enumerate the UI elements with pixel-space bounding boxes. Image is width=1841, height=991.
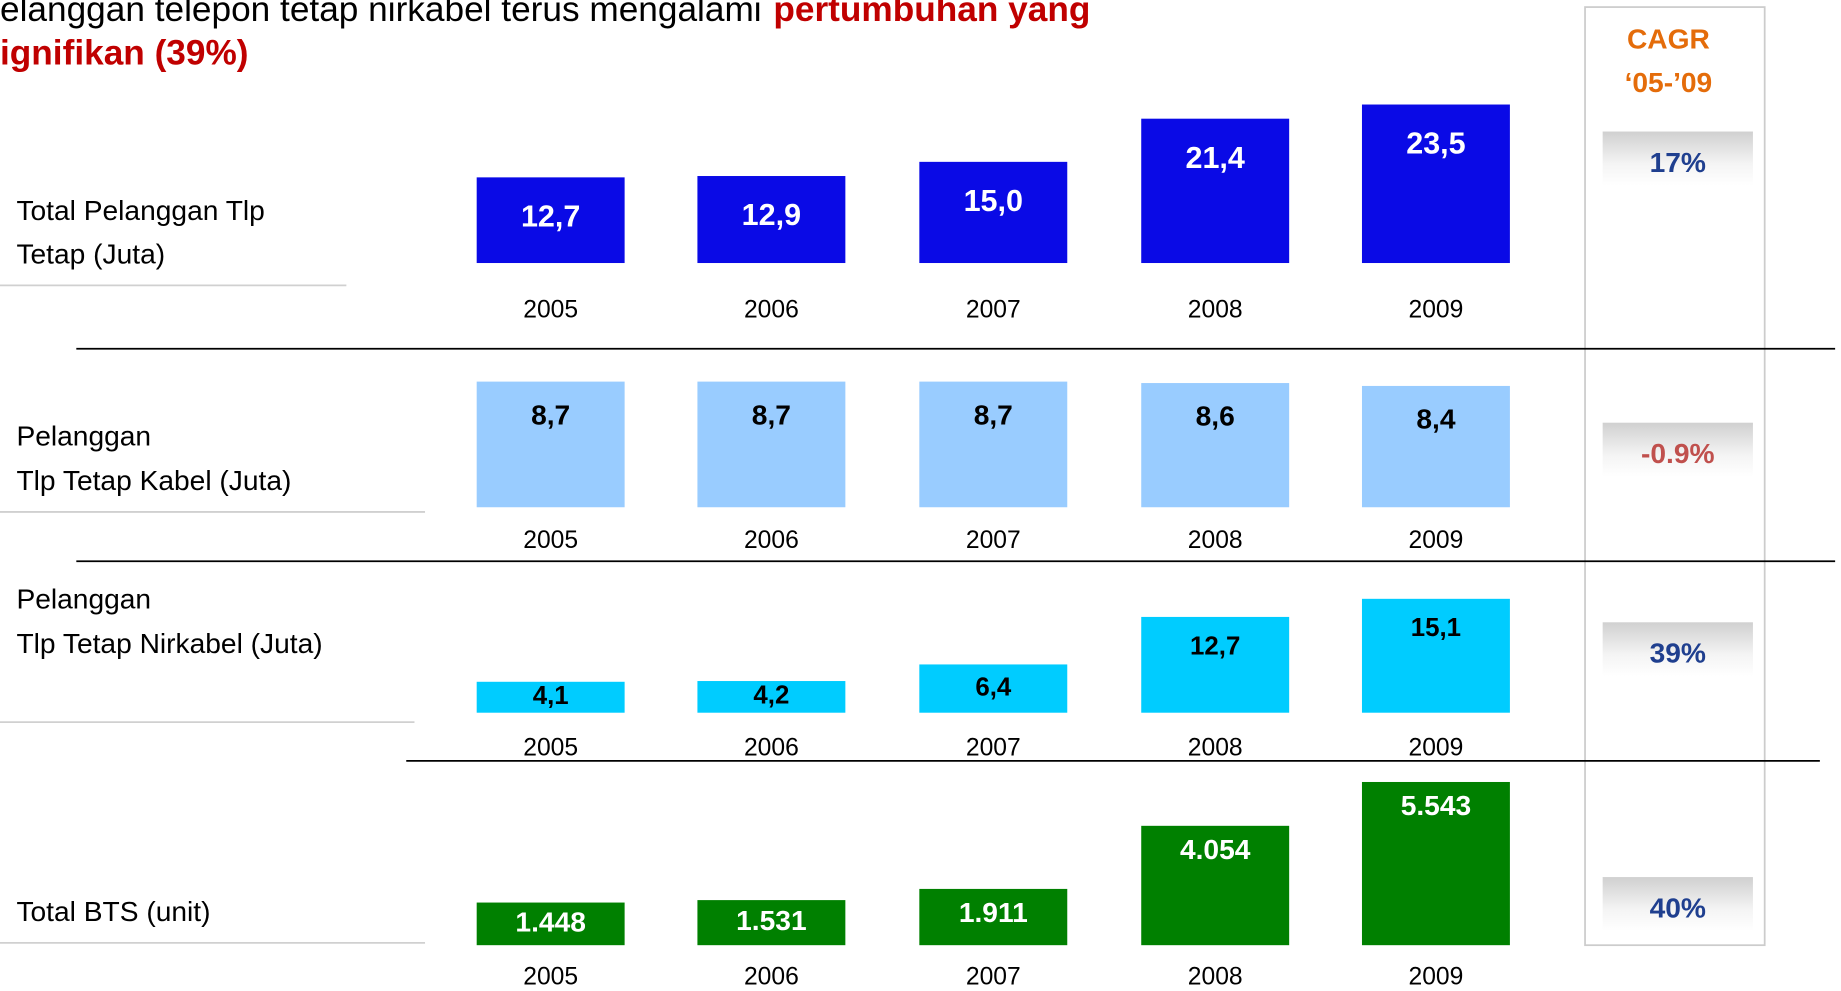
- x-tick-label: 2006: [744, 735, 799, 762]
- bar: [1361, 385, 1510, 508]
- bar: [697, 681, 846, 713]
- cagr-value: 40%: [1650, 891, 1706, 923]
- x-tick-label: 2009: [1409, 297, 1464, 324]
- cagr-box: [1584, 6, 1766, 947]
- bar: [476, 177, 625, 264]
- value-label: 15,1: [1411, 614, 1461, 642]
- x-tick-label: 2007: [966, 527, 1021, 554]
- bar: [919, 381, 1068, 508]
- value-label: 8,6: [1196, 400, 1235, 432]
- x-tick-label: 2008: [1188, 297, 1243, 324]
- row-label: Tetap (Juta): [16, 237, 165, 269]
- bar: [1141, 616, 1290, 713]
- cagr-value: -0.9%: [1641, 437, 1715, 469]
- header-text: elanggan telepon tetap nirkabel terus me…: [0, 0, 762, 29]
- value-label: 8,4: [1416, 403, 1455, 435]
- x-tick-label: 2007: [966, 964, 1021, 991]
- bar: [1361, 598, 1510, 713]
- cagr-badge: [1602, 422, 1753, 477]
- header-line2: ignifikan (39%): [0, 34, 249, 73]
- value-label: 5.543: [1401, 789, 1471, 821]
- bar: [1141, 118, 1290, 264]
- bar: [1361, 104, 1510, 264]
- x-tick-label: 2006: [744, 964, 799, 991]
- bar: [919, 888, 1068, 946]
- value-label: 12,7: [1190, 632, 1240, 660]
- value-label: 12,9: [742, 198, 801, 232]
- x-tick-label: 2009: [1409, 964, 1464, 991]
- bar: [476, 381, 625, 508]
- value-label: 1.531: [736, 904, 806, 936]
- x-tick-label: 2007: [966, 297, 1021, 324]
- bar: [697, 176, 846, 264]
- cagr-value: 17%: [1650, 146, 1706, 178]
- bar: [476, 902, 625, 946]
- value-label: 12,7: [521, 200, 580, 234]
- value-label: 8,7: [531, 398, 570, 430]
- bar: [697, 900, 846, 946]
- x-tick-label: 2009: [1409, 735, 1464, 762]
- x-tick-label: 2007: [966, 735, 1021, 762]
- row-label: Pelanggan: [16, 583, 151, 615]
- row-label: Total BTS (unit): [16, 895, 210, 927]
- bar: [476, 681, 625, 713]
- cagr-badge: [1602, 622, 1753, 677]
- value-label: 15,0: [964, 184, 1023, 218]
- value-label: 6,4: [975, 673, 1012, 701]
- value-label: 1.448: [515, 905, 585, 937]
- row-label: Total Pelanggan Tlp: [16, 194, 264, 226]
- x-tick-label: 2005: [523, 964, 578, 991]
- bar: [919, 664, 1068, 713]
- x-tick-label: 2005: [523, 735, 578, 762]
- x-tick-label: 2008: [1188, 964, 1243, 991]
- row-label: Pelanggan: [16, 419, 151, 451]
- bar: [697, 381, 846, 508]
- bar: [1141, 825, 1290, 946]
- value-label: 8,7: [752, 398, 791, 430]
- cagr-badge: [1602, 131, 1753, 186]
- value-label: 4,2: [753, 682, 789, 710]
- row-label: Tlp Tetap Nirkabel (Juta): [16, 627, 322, 659]
- value-label: 21,4: [1185, 141, 1244, 175]
- bar: [919, 161, 1068, 264]
- x-tick-label: 2008: [1188, 527, 1243, 554]
- value-label: 1.911: [959, 896, 1028, 928]
- value-label: 8,7: [974, 398, 1013, 430]
- header-highlight: pertumbuhan yang: [773, 0, 1090, 29]
- row-label: Tlp Tetap Kabel (Juta): [16, 464, 291, 496]
- x-tick-label: 2005: [523, 527, 578, 554]
- x-tick-label: 2005: [523, 297, 578, 324]
- value-label: 23,5: [1406, 127, 1465, 161]
- x-tick-label: 2009: [1409, 527, 1464, 554]
- cagr-period: ‘05-’09: [1625, 66, 1713, 98]
- cagr-value: 39%: [1650, 637, 1706, 669]
- bar: [1361, 781, 1510, 946]
- x-tick-label: 2006: [744, 527, 799, 554]
- x-tick-label: 2006: [744, 297, 799, 324]
- value-label: 4,1: [533, 682, 569, 710]
- value-label: 4.054: [1180, 833, 1251, 865]
- x-tick-label: 2008: [1188, 735, 1243, 762]
- cagr-title: CAGR: [1627, 23, 1710, 55]
- header-line1: elanggan telepon tetap nirkabel terus me…: [0, 0, 1090, 29]
- bar: [1141, 383, 1290, 508]
- cagr-badge: [1602, 877, 1753, 932]
